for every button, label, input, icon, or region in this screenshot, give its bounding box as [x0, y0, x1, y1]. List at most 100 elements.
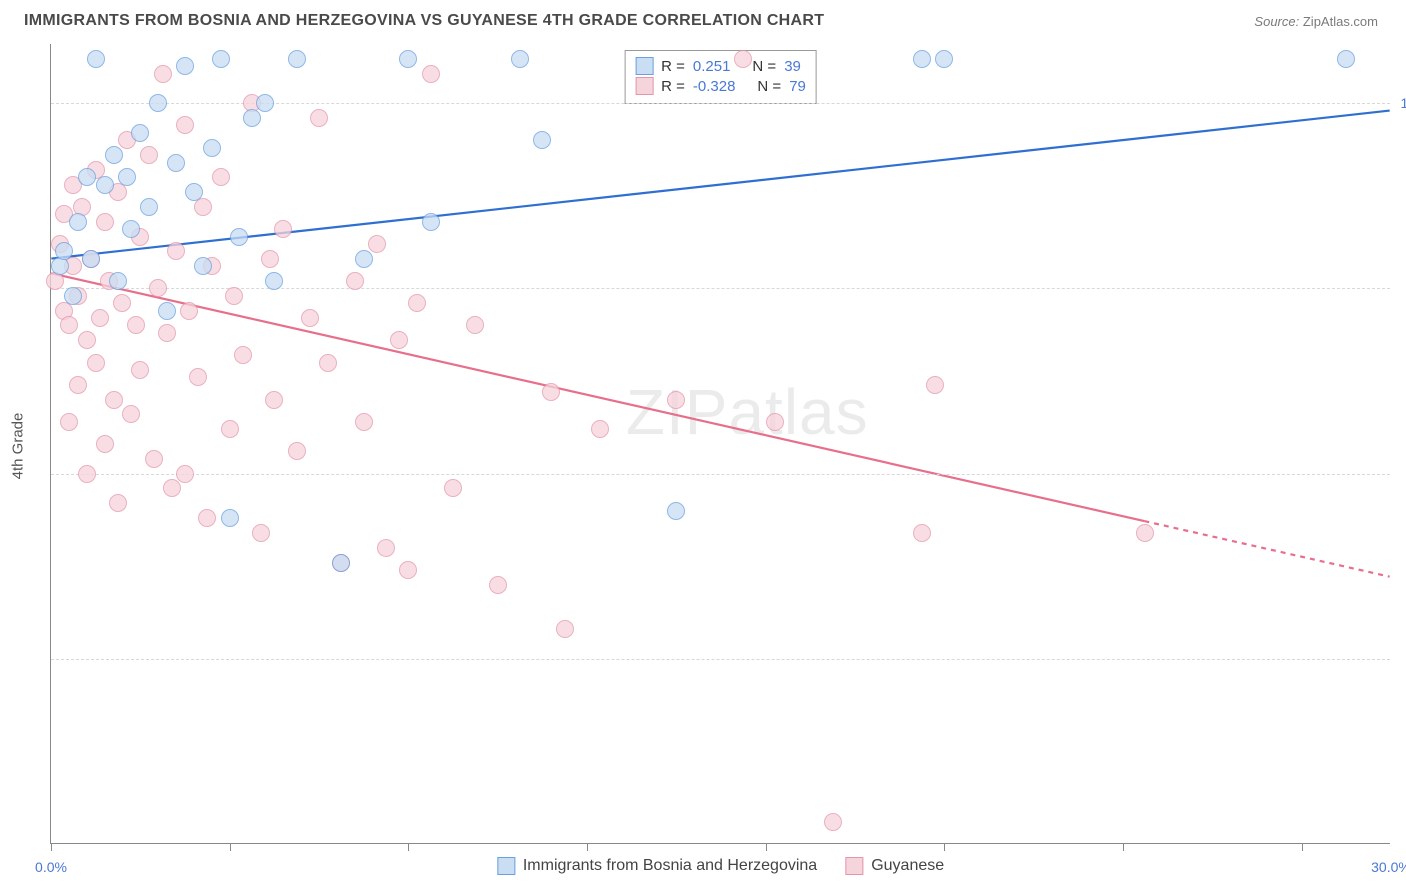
data-point-blue — [96, 176, 114, 194]
data-point-pink — [926, 376, 944, 394]
y-tick-label: 92.5% — [1394, 651, 1406, 667]
x-tick-label: 30.0% — [1371, 859, 1406, 875]
data-point-pink — [913, 524, 931, 542]
data-point-pink — [149, 279, 167, 297]
data-point-blue — [55, 242, 73, 260]
legend-swatch-pink — [635, 77, 653, 95]
trend-line — [1144, 521, 1389, 577]
data-point-pink — [766, 413, 784, 431]
data-point-pink — [399, 561, 417, 579]
data-point-pink — [154, 65, 172, 83]
bottom-legend: Immigrants from Bosnia and Herzegovina G… — [497, 857, 944, 875]
source-value: ZipAtlas.com — [1303, 14, 1378, 29]
data-point-blue — [533, 131, 551, 149]
data-point-blue — [131, 124, 149, 142]
data-point-pink — [145, 450, 163, 468]
data-point-pink — [198, 509, 216, 527]
data-point-pink — [69, 376, 87, 394]
data-point-pink — [180, 302, 198, 320]
data-point-blue — [243, 109, 261, 127]
data-point-blue — [122, 220, 140, 238]
legend-item-pink: Guyanese — [845, 857, 944, 875]
data-point-blue — [82, 250, 100, 268]
data-point-pink — [319, 354, 337, 372]
r-value-pink: -0.328 — [693, 78, 736, 95]
data-point-pink — [91, 309, 109, 327]
data-point-pink — [288, 442, 306, 460]
data-point-pink — [96, 435, 114, 453]
gridline — [51, 659, 1390, 660]
data-point-pink — [212, 168, 230, 186]
data-point-pink — [422, 65, 440, 83]
legend-row-pink: R = -0.328 N = 79 — [635, 77, 806, 95]
data-point-blue — [935, 50, 953, 68]
data-point-blue — [511, 50, 529, 68]
data-point-pink — [105, 391, 123, 409]
data-point-pink — [444, 479, 462, 497]
scatter-plot-area: ZIPatlas R = 0.251 N = 39 R = -0.328 N =… — [50, 44, 1390, 844]
data-point-pink — [60, 316, 78, 334]
legend-label-pink: Guyanese — [871, 857, 944, 875]
data-point-pink — [113, 294, 131, 312]
data-point-pink — [158, 324, 176, 342]
data-point-blue — [64, 287, 82, 305]
data-point-pink — [127, 316, 145, 334]
x-tick — [766, 843, 767, 851]
data-point-blue — [167, 154, 185, 172]
n-value-pink: 79 — [789, 78, 806, 95]
source-label: Source: — [1254, 14, 1299, 29]
legend-label-blue: Immigrants from Bosnia and Herzegovina — [523, 857, 817, 875]
data-point-blue — [230, 228, 248, 246]
data-point-pink — [78, 331, 96, 349]
data-point-pink — [355, 413, 373, 431]
data-point-pink — [234, 346, 252, 364]
data-point-pink — [140, 146, 158, 164]
data-point-blue — [118, 168, 136, 186]
data-point-pink — [734, 50, 752, 68]
data-point-pink — [252, 524, 270, 542]
data-point-blue — [149, 94, 167, 112]
n-value-blue: 39 — [784, 58, 801, 75]
data-point-pink — [122, 405, 140, 423]
y-axis-label: 4th Grade — [10, 413, 27, 480]
data-point-blue — [176, 57, 194, 75]
data-point-pink — [176, 465, 194, 483]
y-tick-label: 100.0% — [1394, 95, 1406, 111]
n-label: N = — [752, 58, 776, 75]
trend-line — [51, 273, 1144, 521]
data-point-pink — [131, 361, 149, 379]
data-point-pink — [542, 383, 560, 401]
r-label: R = — [661, 78, 685, 95]
data-point-pink — [274, 220, 292, 238]
data-point-blue — [158, 302, 176, 320]
data-point-blue — [667, 502, 685, 520]
gridline — [51, 288, 1390, 289]
x-tick — [1123, 843, 1124, 851]
data-point-blue — [185, 183, 203, 201]
data-point-pink — [189, 368, 207, 386]
data-point-pink — [109, 494, 127, 512]
data-point-blue — [109, 272, 127, 290]
chart-title: IMMIGRANTS FROM BOSNIA AND HERZEGOVINA V… — [24, 12, 824, 30]
data-point-pink — [163, 479, 181, 497]
legend-swatch-pink — [845, 857, 863, 875]
data-point-pink — [377, 539, 395, 557]
data-point-pink — [167, 242, 185, 260]
data-point-pink — [466, 316, 484, 334]
data-point-pink — [301, 309, 319, 327]
data-point-pink — [225, 287, 243, 305]
data-point-pink — [591, 420, 609, 438]
data-point-pink — [368, 235, 386, 253]
legend-item-blue: Immigrants from Bosnia and Herzegovina — [497, 857, 817, 875]
data-point-blue — [913, 50, 931, 68]
y-tick-label: 95.0% — [1394, 466, 1406, 482]
data-point-blue — [87, 50, 105, 68]
data-point-blue — [221, 509, 239, 527]
data-point-blue — [422, 213, 440, 231]
data-point-pink — [667, 391, 685, 409]
data-point-blue — [1337, 50, 1355, 68]
data-point-blue — [203, 139, 221, 157]
data-point-blue — [212, 50, 230, 68]
data-point-pink — [261, 250, 279, 268]
y-tick-label: 97.5% — [1394, 280, 1406, 296]
